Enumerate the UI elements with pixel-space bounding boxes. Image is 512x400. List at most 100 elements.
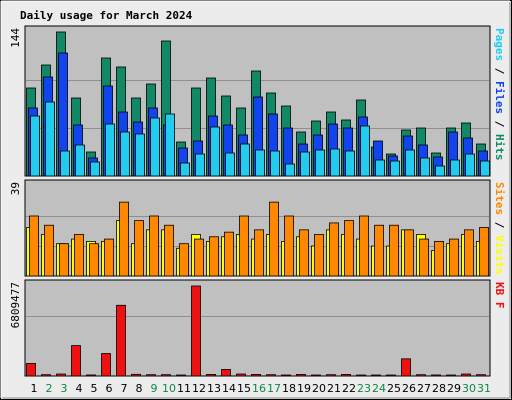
hits-panel: 144 Pages / Files / Hits [9, 25, 506, 177]
day-label-11: 11 [177, 382, 191, 395]
hits-legend-part: / [493, 61, 506, 81]
kb-bar-kb-day-29 [446, 374, 456, 377]
sites-bar-sites-day-21 [329, 222, 339, 277]
kb-bar-kb-day-18 [281, 374, 291, 377]
sites-bar-sites-day-10 [164, 224, 174, 277]
hits-bar-pages-day-18 [285, 163, 295, 177]
hits-bar-pages-day-1 [30, 115, 40, 177]
sites-bar-sites-day-4 [74, 234, 84, 277]
hits-bar-pages-day-22 [345, 150, 355, 177]
sites-panel: 39 Sites / Visits [9, 179, 506, 277]
kb-bar-kb-day-16 [251, 374, 261, 377]
sites-bar-sites-day-7 [119, 201, 129, 277]
kb-bar-kb-day-26 [401, 358, 411, 377]
kb-bar-kb-day-10 [161, 374, 171, 377]
sites-bar-sites-day-23 [359, 215, 369, 277]
day-label-24: 24 [372, 382, 386, 395]
hits-bar-pages-day-12 [195, 153, 205, 177]
hits-y-tick: 144 [9, 28, 22, 48]
day-label-8: 8 [136, 382, 143, 395]
sites-bar-sites-day-17 [269, 201, 279, 277]
sites-bar-sites-day-24 [374, 224, 384, 277]
kb-bar-kb-day-21 [326, 374, 336, 377]
kb-bar-kb-day-14 [221, 368, 231, 377]
kb-bar-kb-day-6 [101, 353, 111, 377]
day-label-14: 14 [222, 382, 236, 395]
day-label-7: 7 [121, 382, 128, 395]
sites-bar-sites-day-13 [209, 236, 219, 277]
day-axis-labels: 1 2 3 4 5 6 7 8 9 10 11 12 13 14 15 16 17 18 19 20 21 22 23 24 2… [31, 382, 492, 395]
sites-legend-part: Visits [493, 235, 506, 275]
kb-bar-kb-day-11 [176, 374, 186, 377]
hits-bar-pages-day-29 [450, 159, 460, 177]
day-label-13: 13 [207, 382, 221, 395]
day-label-30: 30 [462, 382, 476, 395]
hits-bar-pages-day-8 [135, 133, 145, 177]
sites-y-tick: 39 [9, 182, 22, 195]
sites-bar-sites-day-8 [134, 220, 144, 277]
kb-bar-kb-day-3 [56, 373, 66, 377]
day-label-17: 17 [267, 382, 281, 395]
hits-bar-pages-day-17 [270, 150, 280, 177]
sites-bar-sites-day-26 [404, 229, 414, 277]
hits-bar-pages-day-26 [405, 149, 415, 177]
kb-legend: KB F [493, 282, 506, 309]
kb-bar-kb-day-25 [386, 374, 396, 377]
sites-bar-sites-day-29 [449, 238, 459, 277]
sites-bar-sites-day-25 [389, 224, 399, 277]
kb-bar-kb-day-7 [116, 304, 126, 377]
hits-bar-pages-day-25 [390, 160, 400, 177]
hits-bar-pages-day-4 [75, 144, 85, 177]
hits-bar-pages-day-10 [165, 113, 175, 177]
hits-legend: Pages / Files / Hits [493, 28, 506, 161]
sites-bar-sites-day-15 [239, 215, 249, 277]
day-label-1: 1 [31, 382, 38, 395]
sites-bar-sites-day-20 [314, 234, 324, 277]
sites-bar-sites-day-3 [59, 243, 69, 277]
day-label-6: 6 [106, 382, 113, 395]
hits-bar-pages-day-2 [45, 101, 55, 177]
kb-legend-part: KB F [493, 282, 506, 309]
kb-bars [26, 285, 486, 377]
day-label-12: 12 [192, 382, 206, 395]
day-label-20: 20 [312, 382, 326, 395]
kb-y-tick: 6809477 [9, 282, 22, 328]
hits-bar-pages-day-3 [60, 150, 70, 177]
kb-panel: 6809477 KB F [9, 279, 506, 377]
kb-bar-kb-day-2 [41, 374, 51, 377]
kb-bar-kb-day-17 [266, 374, 276, 377]
day-label-4: 4 [76, 382, 83, 395]
sites-legend: Sites / Visits [493, 182, 506, 275]
sites-bar-sites-day-22 [344, 220, 354, 277]
hits-bars [26, 31, 490, 177]
hits-bar-pages-day-24 [375, 159, 385, 177]
kb-bar-kb-day-31 [476, 374, 486, 377]
sites-bar-sites-day-12 [194, 238, 204, 277]
kb-bar-kb-day-24 [371, 374, 381, 377]
day-label-10: 10 [162, 382, 176, 395]
sites-legend-part: / [493, 215, 506, 235]
kb-bar-kb-day-22 [341, 374, 351, 377]
hits-bar-pages-day-15 [240, 143, 250, 177]
sites-bar-sites-day-30 [464, 229, 474, 277]
sites-bar-sites-day-5 [89, 243, 99, 277]
sites-bar-sites-day-28 [434, 240, 444, 277]
hits-bar-pages-day-20 [315, 149, 325, 177]
hits-bar-pages-day-30 [465, 153, 475, 177]
hits-bar-pages-day-14 [225, 152, 235, 177]
sites-bar-sites-day-31 [479, 227, 489, 277]
hits-legend-part: Hits [493, 134, 506, 161]
sites-bar-sites-day-19 [299, 229, 309, 277]
hits-bar-pages-day-13 [210, 126, 220, 177]
hits-bar-pages-day-21 [330, 148, 340, 177]
hits-bar-pages-day-6 [105, 123, 115, 177]
kb-bar-kb-day-9 [146, 374, 156, 377]
day-label-23: 23 [357, 382, 371, 395]
sites-bar-sites-day-27 [419, 238, 429, 277]
kb-bar-kb-day-20 [311, 374, 321, 377]
day-label-16: 16 [252, 382, 266, 395]
sites-bar-sites-day-9 [149, 215, 159, 277]
kb-bar-kb-day-30 [461, 373, 471, 377]
sites-legend-part: Sites [493, 182, 506, 215]
